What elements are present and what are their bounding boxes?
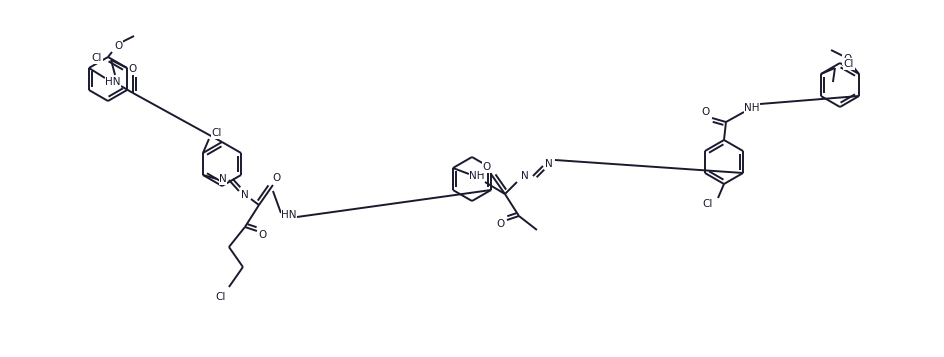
Text: NH: NH [469,171,484,181]
Text: N: N [219,174,227,184]
Text: N: N [521,171,529,181]
Text: Cl: Cl [844,59,854,69]
Text: O: O [702,107,710,117]
Text: O: O [114,41,122,51]
Text: O: O [128,64,137,74]
Text: O: O [843,54,851,64]
Text: HN: HN [281,210,296,220]
Text: NH: NH [744,103,760,113]
Text: Cl: Cl [703,199,713,209]
Text: HN: HN [105,77,121,87]
Text: N: N [545,159,553,169]
Text: Cl: Cl [211,128,222,138]
Text: Cl: Cl [92,53,102,63]
Text: O: O [259,230,267,240]
Text: N: N [241,190,249,200]
Text: O: O [273,173,281,183]
Text: Cl: Cl [216,292,227,302]
Text: O: O [482,162,491,172]
Text: O: O [497,219,505,229]
